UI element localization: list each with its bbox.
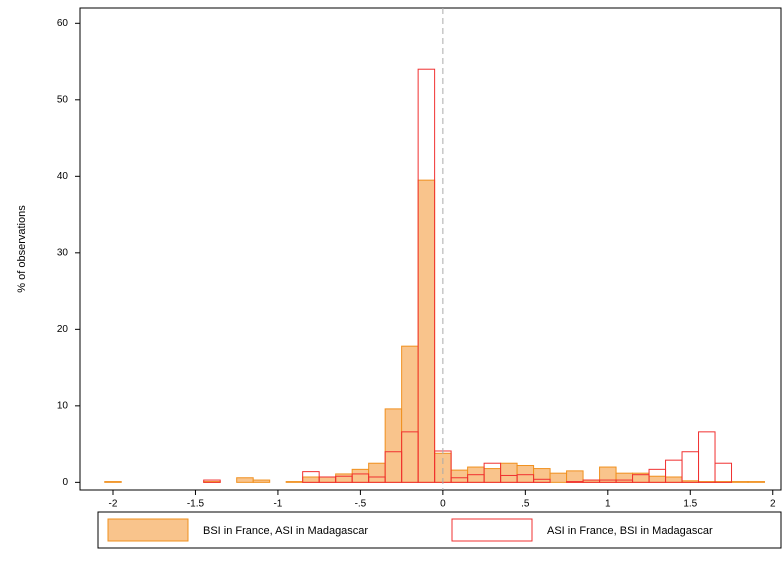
histogram-bar <box>285 481 304 483</box>
y-tick-label: 20 <box>57 324 69 335</box>
histogram-bar <box>714 462 733 483</box>
histogram-bar <box>302 476 320 483</box>
histogram-bar <box>104 481 122 483</box>
histogram-bar <box>516 465 535 483</box>
histogram-bar <box>318 476 337 483</box>
histogram-bar <box>368 462 386 483</box>
histogram-bar <box>351 468 370 483</box>
histogram-bar <box>417 68 436 483</box>
histogram-bar <box>566 470 584 483</box>
histogram-bar <box>384 408 403 483</box>
histogram-bar <box>747 481 766 483</box>
legend-label: ASI in France, BSI in Madagascar <box>547 525 713 537</box>
y-tick-label: 60 <box>57 18 69 29</box>
histogram-bar <box>203 479 221 483</box>
y-axis-title: % of observations <box>16 205 28 293</box>
legend-label: BSI in France, ASI in Madagascar <box>203 525 368 537</box>
x-tick-label: 1 <box>605 499 611 510</box>
y-tick-label: 40 <box>57 171 69 182</box>
histogram-bar <box>615 472 634 483</box>
x-tick-label: .5 <box>521 499 530 510</box>
x-tick-label: 0 <box>440 499 446 510</box>
histogram-bar <box>450 469 469 483</box>
histogram-bar <box>236 477 254 483</box>
x-tick-label: -1.5 <box>187 499 205 510</box>
x-tick-label: 2 <box>770 499 776 510</box>
histogram-bar <box>648 475 667 483</box>
histogram-bar <box>335 473 353 483</box>
y-tick-label: 0 <box>62 477 68 488</box>
legend-swatch <box>107 518 189 542</box>
histogram-bar <box>483 462 502 483</box>
x-tick-label: -.5 <box>355 499 367 510</box>
histogram-bar <box>698 431 716 483</box>
y-tick-label: 10 <box>57 400 69 411</box>
x-tick-label: 1.5 <box>683 499 697 510</box>
legend-swatch <box>451 518 533 542</box>
histogram-bar <box>401 345 419 483</box>
histogram-bar <box>549 472 568 483</box>
histogram-bar <box>252 479 271 483</box>
histogram-bar <box>417 179 436 483</box>
histogram-bar <box>533 478 551 483</box>
x-tick-label: -2 <box>109 499 118 510</box>
histogram-bar <box>500 462 518 483</box>
histogram-bar <box>566 481 584 483</box>
histogram-bar <box>731 481 749 483</box>
y-tick-label: 50 <box>57 94 69 105</box>
histogram-bar <box>516 474 535 483</box>
histogram-bar <box>665 476 683 483</box>
x-tick-label: -1 <box>273 499 282 510</box>
histogram-bar <box>434 452 452 483</box>
y-tick-label: 30 <box>57 247 69 258</box>
histogram-bar <box>533 468 551 483</box>
legend-box <box>97 511 782 549</box>
histogram-bar <box>483 468 502 483</box>
